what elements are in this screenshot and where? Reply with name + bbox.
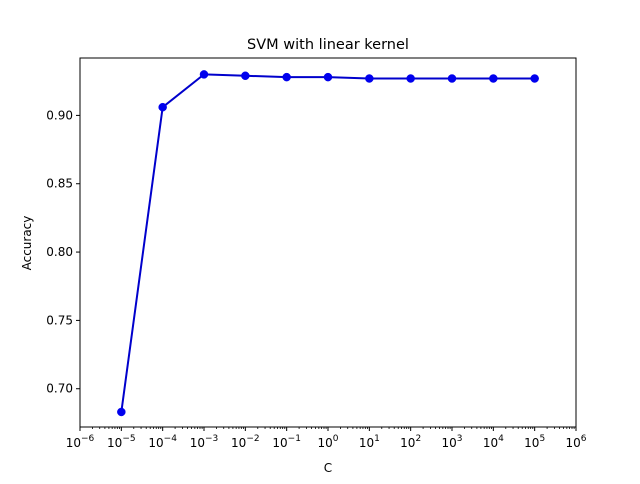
data-point	[406, 74, 415, 83]
data-point	[117, 407, 126, 417]
x-tick-label: 105	[524, 434, 545, 450]
x-tick-label: 100	[317, 434, 338, 450]
x-tick-label: 106	[565, 434, 586, 450]
data-point	[241, 71, 250, 81]
x-axis-label: C	[324, 461, 332, 475]
data-point	[447, 74, 457, 83]
y-axis-label: Accuracy	[20, 216, 34, 271]
y-tick-label: 0.70	[46, 382, 73, 396]
x-tick-label: 10−5	[107, 434, 136, 450]
x-tick-label: 10−4	[148, 434, 177, 450]
x-tick-label: 102	[400, 434, 421, 450]
y-tick-label: 0.75	[46, 313, 73, 327]
chart-title: SVM with linear kernel	[247, 37, 409, 53]
data-point	[158, 102, 167, 112]
y-tick-label: 0.80	[46, 245, 73, 259]
data-point	[365, 74, 374, 83]
plot-area: 10−6 10−5 10−4 10−3 10−2 10−1 100 101 102 103 104 1…	[46, 57, 587, 450]
x-tick-label: 10−6	[66, 434, 95, 450]
y-tick-label: 0.90	[46, 108, 73, 122]
data-point	[489, 74, 498, 83]
x-tick-label: 103	[441, 434, 462, 450]
data-point	[530, 74, 539, 83]
y-tick-label: 0.85	[46, 177, 73, 191]
x-tick-label: 10−1	[272, 434, 301, 450]
x-tick-label: 10−2	[231, 434, 260, 450]
data-point	[323, 72, 333, 82]
x-tick-label: 101	[359, 434, 380, 450]
x-tick-label: 10−3	[190, 434, 219, 450]
x-tick-label: 104	[483, 434, 504, 450]
data-point	[199, 70, 209, 79]
data-point	[282, 72, 291, 82]
